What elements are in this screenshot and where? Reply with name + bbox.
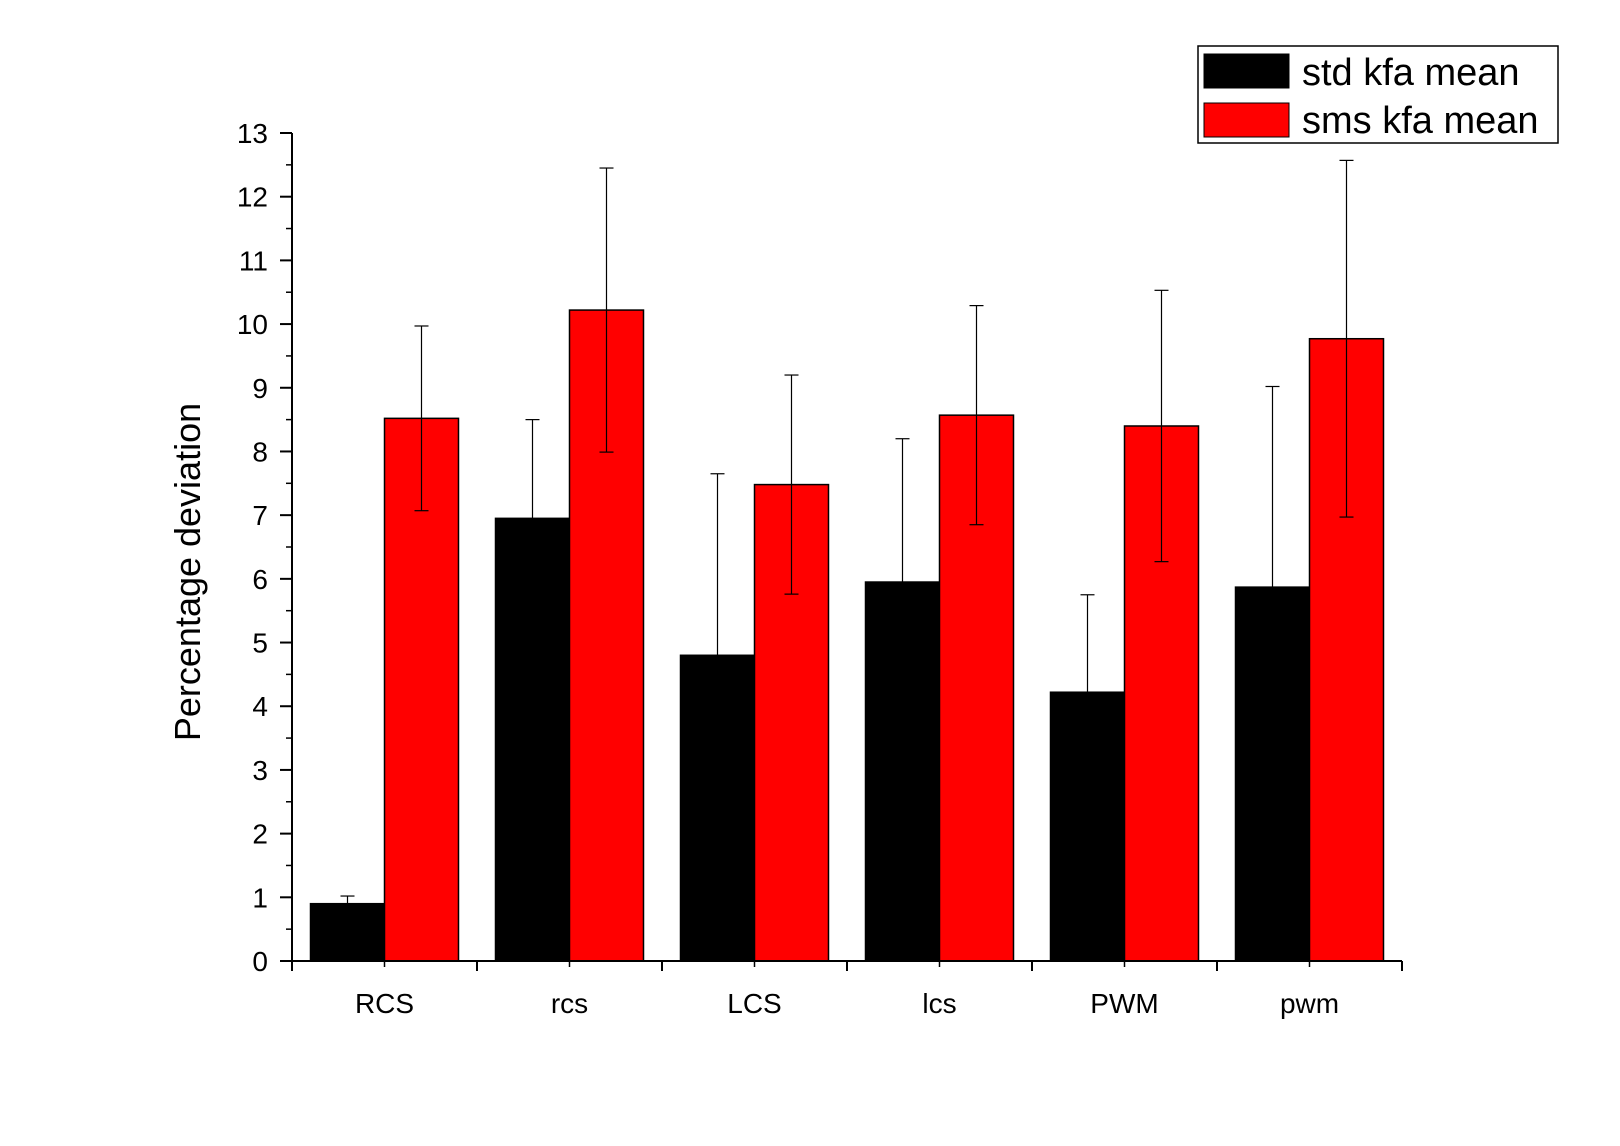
y-tick-label: 1: [252, 882, 268, 913]
bars-layer: [309, 309, 1385, 962]
x-tick-label: LCS: [727, 988, 781, 1019]
y-tick-label: 10: [237, 309, 268, 340]
bar: [309, 902, 386, 962]
error-bars-layer: [340, 159, 1354, 912]
x-tick-label: PWM: [1090, 988, 1158, 1019]
x-tick-label: lcs: [922, 988, 956, 1019]
x-ticks: RCS rcs LCS lcs PWM pwm: [291, 961, 1403, 1019]
legend-swatch-std: [1203, 53, 1290, 89]
x-tick-label: rcs: [551, 988, 588, 1019]
y-axis-title: Percentage deviation: [167, 403, 208, 741]
y-tick-label: 5: [252, 628, 268, 659]
legend-label-std: std kfa mean: [1302, 52, 1520, 94]
y-tick-label: 0: [252, 946, 268, 977]
x-tick-label: pwm: [1280, 988, 1339, 1019]
legend-swatch-sms: [1203, 102, 1290, 138]
y-tick-label: 9: [252, 373, 268, 404]
y-tick-label: 2: [252, 819, 268, 850]
y-tick-label: 7: [252, 500, 268, 531]
y-tick-label: 6: [252, 564, 268, 595]
y-tick-label: 8: [252, 436, 268, 467]
y-tick-label: 13: [237, 118, 268, 149]
y-tick-label: 3: [252, 755, 268, 786]
x-tick-label: RCS: [355, 988, 414, 1019]
legend: std kfa mean sms kfa mean: [1197, 45, 1559, 144]
y-tick-label: 4: [252, 691, 268, 722]
y-tick-label: 12: [237, 182, 268, 213]
legend-label-sms: sms kfa mean: [1302, 100, 1539, 142]
y-tick-label: 11: [239, 245, 268, 276]
